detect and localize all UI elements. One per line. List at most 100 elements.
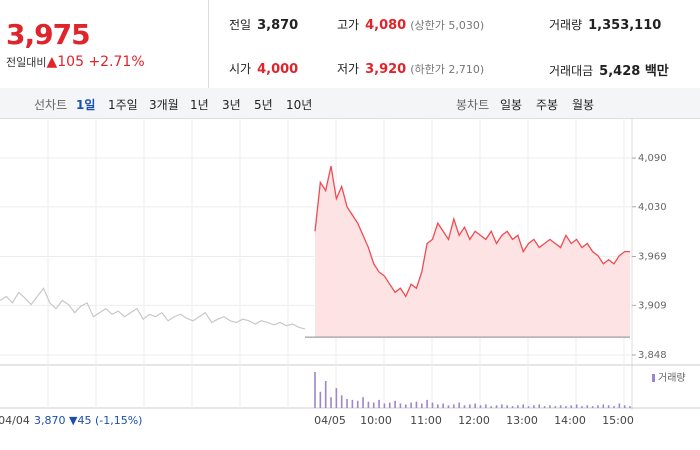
volume-bar [517, 405, 519, 408]
volume-bar [613, 406, 615, 408]
tab[interactable]: 일봉 [500, 98, 523, 112]
volume-bar [586, 405, 589, 408]
volume-bar [340, 395, 343, 408]
volume-bar [372, 402, 375, 408]
volume-bar [549, 405, 551, 408]
volume-bar [458, 402, 460, 408]
volume-bar [447, 405, 450, 408]
volume-bar [575, 404, 578, 408]
volume-bar [324, 381, 327, 408]
volume-bar [581, 406, 583, 408]
volume-bar [388, 402, 391, 408]
today-area [315, 166, 630, 338]
volume-bar [319, 391, 322, 408]
x-tick-label: 10:00 [360, 414, 392, 427]
volume-bar [554, 406, 557, 408]
volume-bar [404, 404, 407, 408]
volume-bar [469, 404, 471, 408]
volume-bar [426, 399, 428, 408]
stat-value: 5,428 백만 [599, 64, 669, 79]
volume-bar [533, 405, 535, 408]
volume-bar [394, 400, 396, 408]
stat: 거래대금 5,428 백만 [549, 60, 669, 79]
change-value: ▲105 [46, 54, 84, 70]
tab-group-label: 봉차트 [456, 98, 490, 112]
volume-bar [565, 406, 567, 408]
volume-bar [362, 397, 364, 408]
tab[interactable]: 주봉 [536, 98, 559, 112]
x-tick-label: 12:00 [458, 414, 490, 427]
volume-bar [356, 400, 359, 408]
volume-bar [602, 404, 605, 408]
stat-value: 4,000 [257, 62, 299, 77]
volume-bar [506, 405, 509, 408]
tab[interactable]: 3개월 [149, 98, 179, 112]
stat-value: 3,920 [365, 62, 407, 77]
stat-value: 3,870 [257, 18, 299, 33]
x-tick-label: 15:00 [602, 414, 634, 427]
stat-value: 1,353,110 [588, 18, 662, 33]
y-tick-label: 3,848 [638, 350, 667, 361]
y-tick-label: 4,090 [638, 153, 667, 164]
volume-bar [335, 388, 338, 408]
volume-bar [346, 399, 348, 408]
tab[interactable]: 1주일 [108, 98, 138, 112]
volume-bar [453, 404, 455, 408]
stat: 거래량 1,353,110 [549, 16, 661, 33]
volume-bar [442, 403, 444, 408]
stat-note: (상한가 5,030) [410, 19, 485, 32]
volume-bar [474, 403, 476, 408]
volume-bar [490, 406, 492, 408]
stat: 고가 4,080 (상한가 5,030) [337, 16, 484, 33]
volume-bar [410, 402, 412, 408]
volume-bar [527, 406, 530, 408]
volume-bar [485, 404, 487, 408]
volume-bar [415, 401, 418, 408]
stat: 저가 3,920 (하한가 2,710) [337, 60, 484, 77]
stat-label: 전일 [229, 18, 252, 32]
header: 3,975 전일대비▲105 +2.71% 전일 3,870 고가 4,080 (상한가… [0, 0, 700, 89]
volume-bar [495, 405, 498, 408]
tab[interactable]: 1일 [76, 98, 96, 112]
stats: 전일 3,870 고가 4,080 (상한가 5,030) 거래량 1,353,110 시가 4… [208, 0, 700, 88]
change-label: 전일대비 [6, 56, 47, 69]
tab[interactable]: 월봉 [572, 98, 595, 112]
volume-bar [543, 406, 546, 408]
stat: 시가 4,000 [229, 60, 298, 77]
volume-bar [463, 405, 466, 408]
volume-bar [538, 404, 541, 408]
volume-bar [479, 405, 482, 408]
stat-value: 4,080 [365, 18, 407, 33]
volume-bar [501, 404, 503, 408]
x-tick-label: 14:00 [554, 414, 586, 427]
tab[interactable]: 3년 [222, 98, 241, 112]
x-tick-label: 13:00 [506, 414, 538, 427]
price: 3,975 [6, 18, 91, 51]
stat-note: (하한가 2,710) [410, 63, 485, 76]
stat-label: 시가 [229, 62, 252, 76]
volume-bar [570, 405, 573, 408]
volume-bar [522, 404, 525, 408]
tab[interactable]: 5년 [254, 98, 273, 112]
tab[interactable]: 10년 [286, 98, 313, 112]
volume-bar [330, 397, 332, 408]
volume-bar [431, 402, 434, 408]
tab-group-label: 선차트 [34, 98, 68, 112]
tab[interactable]: 1년 [190, 98, 209, 112]
stat-label: 거래대금 [549, 64, 594, 78]
y-tick-label: 4,030 [638, 202, 667, 213]
x-tick-label: 04/05 [314, 414, 346, 427]
volume-bar [436, 404, 439, 408]
x-tick-label: 11:00 [410, 414, 442, 427]
y-tick-label: 3,969 [638, 252, 667, 263]
volume-bar [591, 406, 594, 408]
volume-bar [314, 372, 316, 408]
stat-label: 거래량 [549, 18, 583, 32]
volume-bar [623, 405, 626, 408]
change: 전일대비▲105 +2.71% [6, 54, 145, 70]
stat-label: 고가 [337, 18, 360, 32]
prev-summary: 3,870 ▼45 (-1,15%) [34, 414, 142, 427]
legend-swatch [652, 374, 655, 382]
volume-bar [607, 405, 610, 408]
